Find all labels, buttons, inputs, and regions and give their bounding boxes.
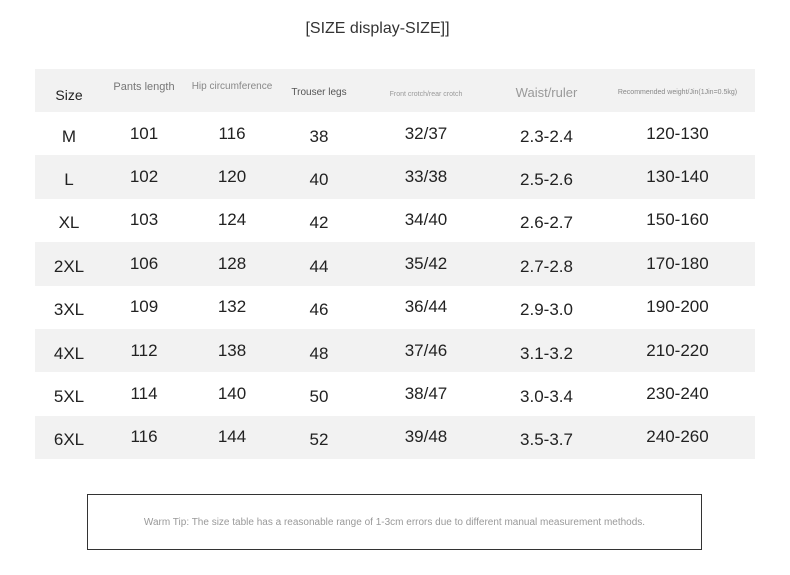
cell-crotch: 34/40 — [404, 210, 448, 230]
cell-waist: 2.6-2.7 — [520, 213, 573, 233]
cell-waist: 3.1-3.2 — [520, 343, 573, 363]
cell-trouser-legs: 44 — [309, 256, 329, 276]
cell-hip-circumference: 138 — [217, 340, 247, 360]
cell-size: L — [64, 170, 74, 190]
warm-tip-box: Warm Tip: The size table has a reasonabl… — [87, 494, 702, 550]
cell-trouser-legs: 52 — [309, 430, 329, 450]
cell-recommended-weight: 240-260 — [646, 427, 709, 447]
cell-pants-length: 101 — [129, 123, 159, 143]
table-row: L 102 120 40 33/38 2.5-2.6 130-140 — [35, 155, 755, 199]
cell-hip-circumference: 144 — [217, 427, 247, 447]
cell-crotch: 32/37 — [404, 123, 448, 143]
cell-recommended-weight: 120-130 — [646, 123, 709, 143]
cell-pants-length: 109 — [129, 297, 159, 317]
cell-trouser-legs: 42 — [309, 213, 329, 233]
cell-size: XL — [58, 213, 80, 233]
cell-size: 3XL — [53, 300, 85, 320]
cell-trouser-legs: 46 — [309, 300, 329, 320]
page-title: [SIZE display-SIZE]] — [305, 20, 450, 37]
table-row: M 101 116 38 32/37 2.3-2.4 120-130 — [35, 112, 755, 156]
table-row: XL 103 124 42 34/40 2.6-2.7 150-160 — [35, 198, 755, 243]
table-header-row: Size Pants length Hip circumference Trou… — [35, 69, 755, 112]
cell-recommended-weight: 130-140 — [646, 167, 709, 187]
header-trouser-legs: Trouser legs — [291, 87, 347, 98]
cell-pants-length: 103 — [129, 210, 159, 230]
table-row: 4XL 112 138 48 37/46 3.1-3.2 210-220 — [35, 328, 755, 373]
cell-waist: 2.3-2.4 — [520, 126, 573, 146]
cell-trouser-legs: 50 — [309, 387, 329, 407]
cell-crotch: 33/38 — [404, 167, 448, 187]
cell-trouser-legs: 40 — [309, 170, 329, 190]
cell-size: M — [61, 126, 77, 146]
cell-size: 6XL — [53, 430, 85, 450]
cell-trouser-legs: 38 — [309, 126, 329, 146]
cell-crotch: 35/42 — [404, 253, 448, 273]
cell-waist: 3.5-3.7 — [520, 430, 573, 450]
header-pants-length: Pants length — [113, 80, 175, 93]
cell-size: 5XL — [53, 387, 85, 407]
cell-waist: 2.9-3.0 — [520, 300, 573, 320]
header-crotch: Front crotch/rear crotch — [389, 91, 463, 98]
cell-size: 2XL — [53, 256, 85, 276]
cell-size: 4XL — [53, 343, 85, 363]
header-hip-circumference: Hip circumference — [191, 81, 273, 92]
cell-pants-length: 116 — [130, 427, 158, 447]
table-row: 2XL 106 128 44 35/42 2.7-2.8 170-180 — [35, 242, 755, 286]
cell-pants-length: 106 — [129, 253, 159, 273]
header-waist: Waist/ruler — [515, 85, 578, 100]
cell-hip-circumference: 132 — [217, 297, 247, 317]
table-row: 6XL 116 144 52 39/48 3.5-3.7 240-260 — [35, 415, 755, 460]
cell-recommended-weight: 150-160 — [646, 210, 709, 230]
warm-tip-text: Warm Tip: The size table has a reasonabl… — [143, 516, 646, 528]
cell-hip-circumference: 140 — [217, 384, 247, 404]
cell-crotch: 38/47 — [404, 384, 448, 404]
header-recommended-weight: Recommended weight/Jin(1Jin=0.5kg) — [617, 89, 738, 96]
cell-pants-length: 114 — [130, 384, 158, 404]
cell-crotch: 39/48 — [404, 427, 448, 447]
cell-recommended-weight: 210-220 — [646, 340, 709, 360]
cell-recommended-weight: 190-200 — [646, 297, 709, 317]
cell-waist: 2.5-2.6 — [520, 170, 573, 190]
cell-hip-circumference: 128 — [217, 253, 247, 273]
cell-crotch: 37/46 — [404, 340, 448, 360]
header-size: Size — [55, 86, 83, 103]
cell-trouser-legs: 48 — [309, 343, 329, 363]
cell-waist: 2.7-2.8 — [520, 256, 573, 276]
cell-recommended-weight: 170-180 — [646, 253, 709, 273]
cell-pants-length: 102 — [129, 167, 159, 187]
cell-hip-circumference: 124 — [217, 210, 247, 230]
table-row: 5XL 114 140 50 38/47 3.0-3.4 230-240 — [35, 372, 755, 416]
table-row: 3XL 109 132 46 36/44 2.9-3.0 190-200 — [35, 285, 755, 329]
cell-crotch: 36/44 — [404, 297, 448, 317]
cell-recommended-weight: 230-240 — [646, 384, 709, 404]
size-table: Size Pants length Hip circumference Trou… — [35, 69, 755, 460]
cell-waist: 3.0-3.4 — [520, 387, 573, 407]
cell-hip-circumference: 120 — [217, 167, 247, 187]
cell-pants-length: 112 — [130, 340, 158, 360]
cell-hip-circumference: 116 — [218, 123, 246, 143]
